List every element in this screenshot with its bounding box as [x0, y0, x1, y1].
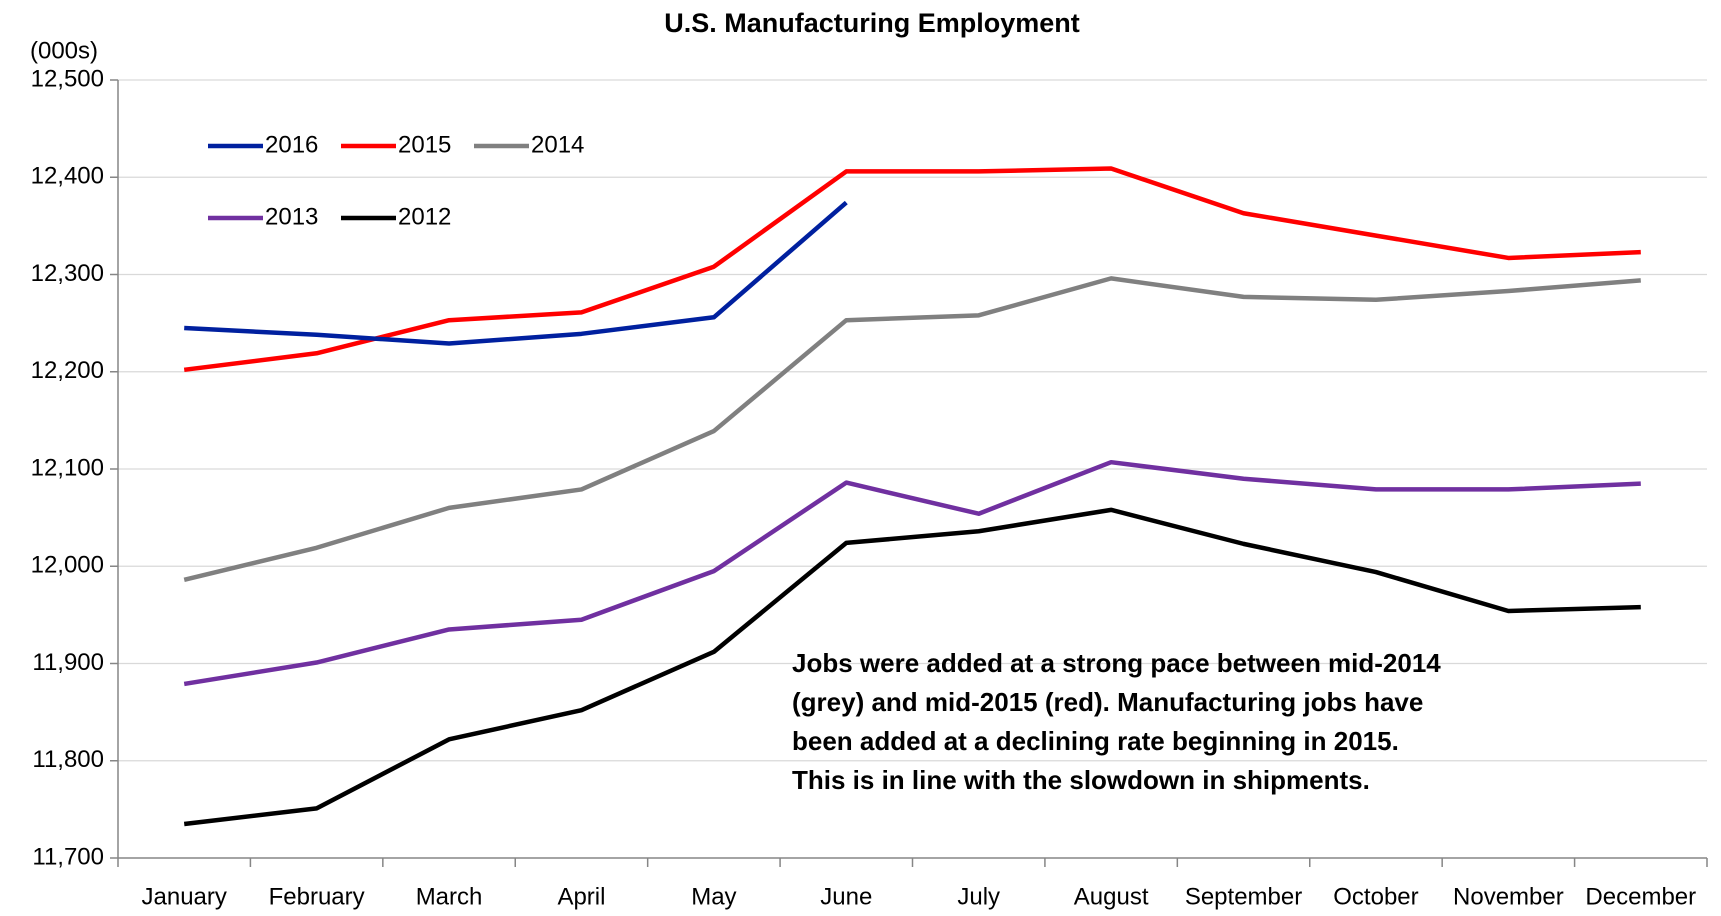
- y-tick-label: 12,100: [31, 454, 104, 481]
- chart-title: U.S. Manufacturing Employment: [664, 8, 1080, 38]
- x-tick-label: June: [820, 883, 872, 910]
- legend-label: 2013: [265, 203, 318, 230]
- x-tick-label: November: [1453, 883, 1564, 910]
- x-tick-label: August: [1074, 883, 1149, 910]
- annotation: been added at a declining rate beginning…: [792, 726, 1399, 756]
- x-tick-label: April: [557, 883, 605, 910]
- x-tick-label: March: [416, 883, 483, 910]
- y-tick-label: 12,000: [31, 552, 104, 579]
- series-line: [184, 200, 848, 346]
- series-line: [183, 459, 1641, 687]
- y-tick-label: 12,300: [31, 260, 104, 287]
- y-tick-label: 12,200: [31, 357, 104, 384]
- series-line: [183, 507, 1641, 827]
- annotation: This is in line with the slowdown in shi…: [792, 765, 1370, 795]
- x-tick-label: January: [142, 883, 227, 910]
- x-tick-label: October: [1333, 883, 1418, 910]
- y-unit-label: (000s): [30, 37, 98, 64]
- series-line: [183, 166, 1641, 373]
- x-tick-label: September: [1185, 883, 1302, 910]
- x-tick-label: May: [691, 883, 736, 910]
- legend-label: 2016: [265, 131, 318, 158]
- y-tick-label: 11,800: [32, 746, 104, 773]
- annotation: (grey) and mid-2015 (red). Manufacturing…: [792, 687, 1423, 717]
- x-tick-label: July: [957, 883, 1000, 910]
- x-tick-label: December: [1585, 883, 1696, 910]
- legend-label: 2015: [398, 131, 451, 158]
- series-line: [183, 276, 1641, 583]
- y-tick-label: 11,900: [32, 649, 104, 676]
- x-tick-label: February: [269, 883, 365, 910]
- legend-label: 2014: [531, 131, 584, 158]
- legend-label: 2012: [398, 203, 451, 230]
- y-tick-label: 12,500: [31, 65, 104, 92]
- annotation: Jobs were added at a strong pace between…: [792, 648, 1441, 678]
- y-tick-label: 12,400: [31, 163, 104, 190]
- y-tick-label: 11,700: [32, 843, 104, 870]
